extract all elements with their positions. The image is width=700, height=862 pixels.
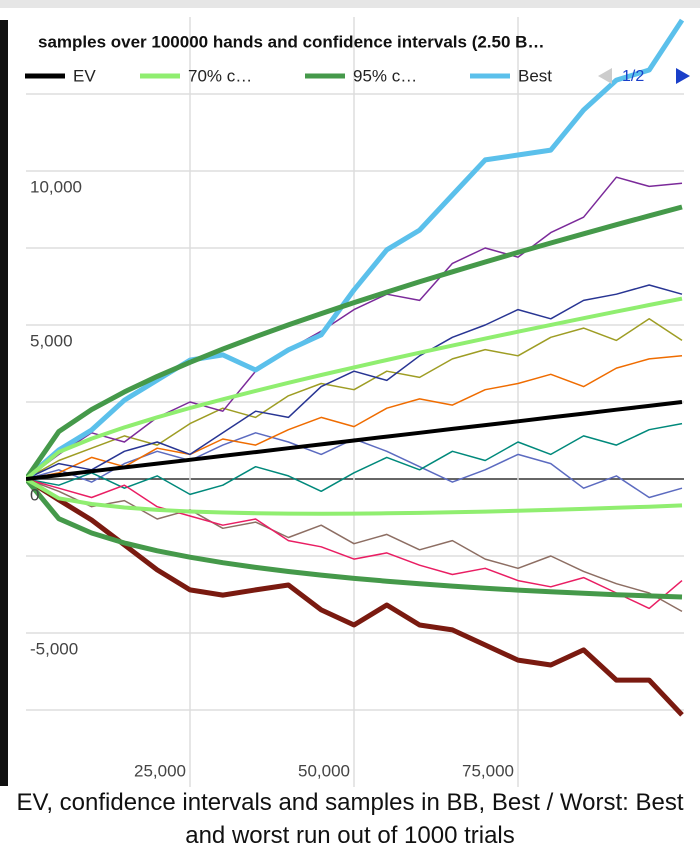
series-line (26, 296, 683, 481)
series-line (26, 204, 683, 481)
legend-label: 95% c… (353, 66, 417, 85)
series-line (26, 478, 683, 610)
y-tick-label: 5,000 (30, 331, 73, 350)
top-bar (0, 0, 700, 8)
chart: -5,000 0 5,000 10,000 25,000 50,000 75,000 sam… (0, 0, 700, 787)
legend-label: Best (518, 66, 552, 85)
x-axis-title: EV, confidence intervals and samples in … (16, 789, 684, 849)
pager-text: 1/2 (622, 68, 644, 85)
series-line (26, 422, 683, 496)
series-line (26, 355, 683, 480)
series-line (26, 400, 683, 481)
series-line (26, 18, 684, 481)
legend-label: EV (73, 66, 96, 85)
series-line (26, 477, 683, 600)
pager-prev[interactable] (598, 68, 612, 84)
pager-next[interactable] (676, 68, 690, 84)
series-line (26, 176, 683, 480)
series-line (26, 284, 683, 480)
x-tick-label: 25,000 (134, 761, 186, 780)
series-line (26, 318, 683, 480)
series-line (26, 476, 684, 717)
y-tick-label: 10,000 (30, 177, 82, 196)
x-tick-label: 75,000 (462, 761, 514, 780)
x-tick-label: 50,000 (298, 761, 350, 780)
y-tick-label: 0 (30, 485, 39, 504)
legend-label: 70% c… (188, 66, 252, 85)
chart-title: samples over 100000 hands and confidence… (38, 32, 544, 51)
y-tick-label: -5,000 (30, 639, 78, 658)
side-bar (0, 20, 8, 786)
series-line (26, 477, 683, 516)
